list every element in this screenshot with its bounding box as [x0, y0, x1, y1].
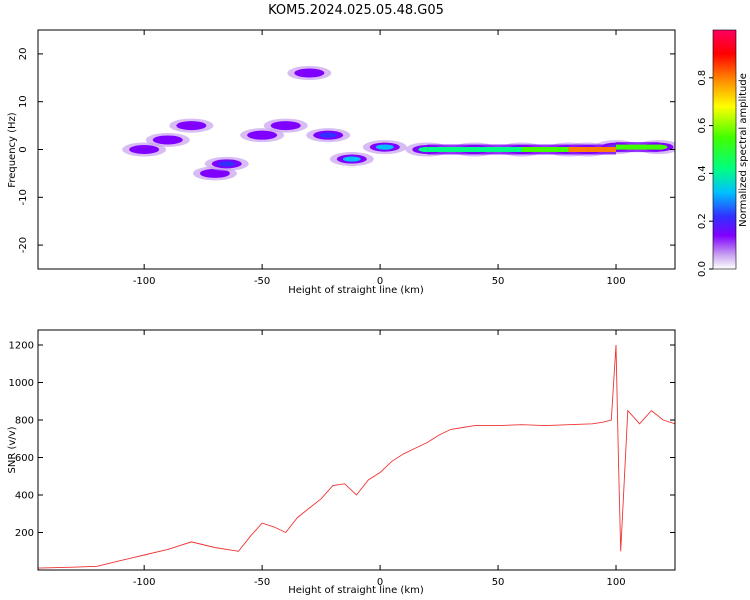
- snr-y-ticks: 200 400 600 800 1000 1200: [9, 341, 675, 539]
- snr-x-tick: 100: [606, 330, 626, 588]
- heatmap-band-segment: [427, 144, 475, 155]
- snr-y-tick-label: 800: [15, 416, 34, 427]
- heatmap-feature: [263, 118, 308, 133]
- heatmap-y-tick: -10: [18, 189, 675, 205]
- heatmap-feature: [204, 156, 249, 171]
- snr-y-tick-label: 400: [15, 491, 34, 502]
- snr-x-tick: -100: [133, 330, 156, 588]
- heatmap-y-tick-label: -10: [18, 189, 29, 205]
- figure-title: KOM5.2024.025.05.48.G05: [268, 3, 444, 18]
- snr-x-tick-label: -50: [254, 577, 270, 588]
- heatmap-band-segment: [616, 142, 659, 153]
- heatmap-band-segment: [568, 144, 588, 155]
- heatmap-band-segment: [587, 144, 617, 155]
- heatmap-x-tick: 0: [377, 30, 383, 287]
- colorbar-tick: 0.0: [697, 261, 713, 277]
- snr-x-tick-label: -100: [133, 577, 156, 588]
- heatmap-x-tick-label: 100: [606, 276, 625, 287]
- snr-panel: -100 -50 0 50 100 200 400 600 800 1000 1200 Heigh…: [7, 329, 676, 596]
- heatmap-x-tick: 100: [606, 30, 626, 287]
- snr-x-tick-label: 0: [377, 577, 383, 588]
- heatmap-x-label: Height of straight line (km): [288, 285, 424, 296]
- heatmap-y-tick: -20: [18, 237, 675, 253]
- snr-y-tick: 1200: [9, 341, 675, 352]
- snr-y-tick-label: 600: [15, 453, 34, 464]
- snr-y-tick: 200: [15, 528, 675, 539]
- heatmap-feature: [329, 152, 374, 167]
- heatmap-x-tick: -50: [254, 30, 270, 287]
- heatmap-y-ticks: -20 -10 0 10 20: [18, 48, 675, 253]
- snr-x-tick-label: 50: [492, 577, 505, 588]
- snr-y-tick-label: 1000: [9, 378, 34, 389]
- snr-y-tick-label: 1200: [9, 341, 34, 352]
- colorbar: 0.0 0.2 0.4 0.6 0.8 Normalized spectral ampl…: [697, 29, 749, 277]
- colorbar-tick-label: 0.8: [697, 70, 708, 86]
- colorbar-tick: 0.6: [697, 118, 713, 134]
- heatmap-feature: [306, 128, 351, 143]
- heatmap-y-tick: 10: [18, 95, 675, 108]
- heatmap-y-tick-label: 0: [18, 146, 29, 152]
- snr-y-label: SNR (v/v): [7, 426, 18, 473]
- snr-y-tick-label: 200: [15, 528, 34, 539]
- heatmap-y-tick-label: 20: [18, 48, 29, 61]
- snr-y-tick: 1000: [9, 378, 675, 389]
- heatmap-feature: [240, 128, 285, 143]
- snr-y-tick: 800: [15, 416, 675, 427]
- heatmap-x-tick: -100: [133, 30, 156, 287]
- snr-x-tick: 0: [377, 330, 383, 588]
- snr-series-line: [38, 344, 675, 569]
- snr-plot-area: [38, 330, 675, 570]
- colorbar-tick: 0.2: [697, 213, 713, 229]
- snr-x-ticks: -100 -50 0 50 100: [133, 330, 626, 588]
- colorbar-tick: 0.4: [697, 165, 713, 181]
- snr-x-tick-label: 100: [606, 577, 625, 588]
- snr-frame: [37, 329, 676, 571]
- colorbar-tick-label: 0.0: [697, 261, 708, 277]
- heatmap-x-tick-label: 50: [492, 276, 505, 287]
- colorbar-tick: 0.8: [697, 70, 713, 86]
- snr-y-tick: 400: [15, 491, 675, 502]
- heatmap-feature: [287, 66, 332, 81]
- colorbar-label: Normalized spectral amplitude: [738, 73, 749, 227]
- heatmap-y-tick: 20: [18, 48, 675, 61]
- heatmap-band-segment: [521, 144, 569, 155]
- heatmap-x-tick: 50: [492, 30, 505, 287]
- colorbar-tick-label: 0.2: [697, 213, 708, 229]
- snr-x-tick: 50: [492, 330, 505, 588]
- heatmap-x-ticks: -100 -50 0 50 100: [133, 30, 626, 287]
- heatmap-x-tick-label: -100: [133, 276, 156, 287]
- heatmap-y-tick-label: 10: [18, 95, 29, 108]
- heatmap-feature: [145, 132, 190, 147]
- heatmap-y-tick-label: -20: [18, 237, 29, 253]
- snr-y-tick: 600: [15, 453, 675, 464]
- snr-x-label: Height of straight line (km): [288, 585, 424, 596]
- heatmap-x-tick-label: 0: [377, 276, 383, 287]
- colorbar-tick-label: 0.6: [697, 118, 708, 134]
- heatmap-feature: [122, 142, 167, 157]
- heatmap-x-tick-label: -50: [254, 276, 270, 287]
- heatmap-y-label: Frequency (Hz): [7, 112, 18, 188]
- colorbar-gradient: [712, 29, 737, 270]
- heatmap-feature: [362, 140, 407, 155]
- colorbar-tick-label: 0.4: [697, 165, 708, 181]
- heatmap-band-segment: [474, 144, 522, 155]
- heatmap-y-tick: 0: [18, 146, 675, 153]
- snr-x-tick: -50: [254, 330, 270, 588]
- heatmap-feature: [169, 118, 214, 133]
- colorbar-ticks: 0.0 0.2 0.4 0.6 0.8: [697, 70, 713, 277]
- heatmap-features: [122, 66, 675, 181]
